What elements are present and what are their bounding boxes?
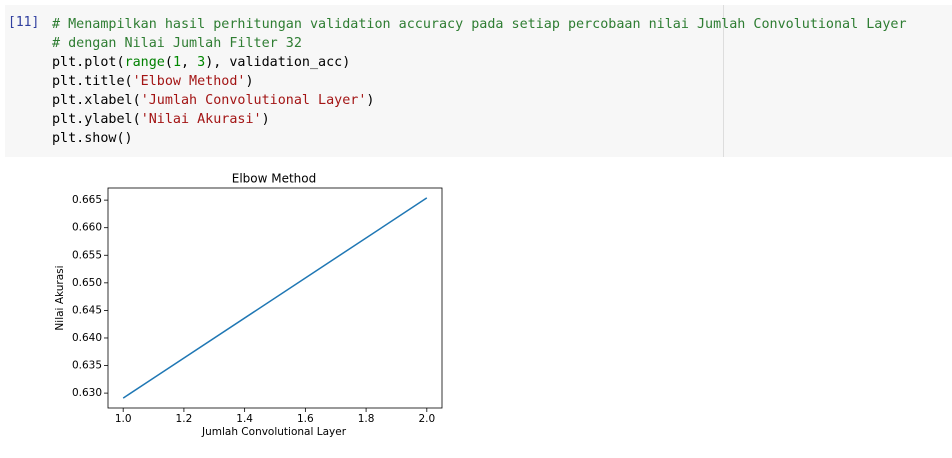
y-tick-label: 0.630: [72, 387, 102, 399]
code-token: ): [366, 93, 375, 108]
code-token: # dengan Nilai Jumlah Filter 32: [52, 36, 302, 51]
y-tick-label: 0.640: [72, 332, 102, 344]
x-axis-label: Jumlah Convolutional Layer: [201, 426, 347, 438]
chart: Elbow Method Jumlah Convolutional Layer …: [54, 172, 443, 438]
code-line: plt.plot(range(1, 3), validation_acc): [52, 53, 907, 72]
code-token: plt.ylabel(: [52, 112, 141, 127]
x-tick-label: 1.2: [176, 413, 193, 425]
y-tick-label: 0.650: [72, 277, 102, 289]
y-tick-label: 0.655: [72, 249, 102, 261]
x-tick-label: 1.8: [358, 413, 375, 425]
prompt: [11]: [8, 15, 40, 30]
code-token: plt.title(: [52, 74, 133, 89]
y-tick-label: 0.635: [72, 360, 102, 372]
x-tick-label: 1.0: [115, 413, 132, 425]
y-tick-label: 0.645: [72, 304, 102, 316]
code-line: plt.ylabel('Nilai Akurasi'): [52, 110, 907, 129]
plot-frame: [107, 187, 443, 409]
code-token: (: [164, 55, 173, 70]
code-token: ), validation_acc): [205, 55, 351, 70]
code-token: ): [245, 74, 254, 89]
code-token: 'Elbow Method': [132, 74, 246, 89]
code-token: plt.show(): [52, 131, 133, 146]
x-tick-label: 1.4: [236, 413, 253, 425]
code-token: plt.plot(: [52, 55, 125, 70]
chart-title: Elbow Method: [232, 172, 317, 186]
y-axis-label: Nilai Akurasi: [54, 265, 66, 330]
x-tick-label: 1.6: [297, 413, 314, 425]
code-token: 3: [197, 55, 206, 70]
code-cell[interactable]: [11] # Menampilkan hasil perhitungan val…: [5, 5, 952, 157]
ruler: [723, 5, 724, 157]
code-line: # Menampilkan hasil perhitungan validati…: [52, 15, 907, 34]
code-token: 'Jumlah Convolutional Layer': [140, 93, 367, 108]
code-line: plt.title('Elbow Method'): [52, 72, 907, 91]
code-line: plt.xlabel('Jumlah Convolutional Layer'): [52, 91, 907, 110]
code-token: ): [261, 112, 270, 127]
code-token: # Menampilkan hasil perhitungan validati…: [52, 17, 907, 32]
y-tick-label: 0.660: [72, 222, 102, 234]
code-token: range: [124, 55, 165, 70]
code-token: ,: [181, 55, 198, 70]
data-line: [122, 197, 428, 399]
code[interactable]: # Menampilkan hasil perhitungan validati…: [52, 15, 907, 148]
code-line: plt.show(): [52, 129, 907, 148]
code-token: 'Nilai Akurasi': [140, 112, 262, 127]
y-tick-label: 0.665: [72, 194, 102, 206]
code-token: 1: [172, 55, 181, 70]
code-token: plt.xlabel(: [52, 93, 141, 108]
x-tick-label: 2.0: [418, 413, 435, 425]
code-line: # dengan Nilai Jumlah Filter 32: [52, 34, 907, 53]
